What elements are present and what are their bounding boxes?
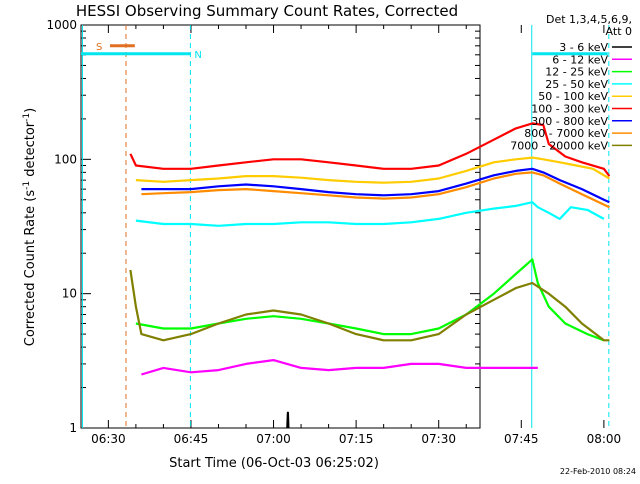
y-axis: 1 10 100 1000: [46, 18, 480, 435]
series-line: [286, 411, 290, 429]
y-tick-label: 1: [69, 421, 77, 435]
series-line: [141, 359, 538, 376]
legend-label: 25 - 50 keV: [545, 78, 608, 91]
y-axis-label-sup1: -1: [22, 181, 32, 190]
legend-label: 7000 - 20000 keV: [510, 139, 608, 152]
footer-timestamp: 22-Feb-2010 08:24: [560, 467, 636, 476]
y-axis-label-mid: detector: [23, 121, 38, 181]
y-tick-label: 100: [54, 152, 77, 166]
plot-border: [80, 24, 481, 429]
legend-label: 6 - 12 keV: [552, 53, 608, 66]
annotations: SN: [81, 25, 610, 428]
series-line: [135, 258, 605, 342]
s-mode-label: S: [96, 42, 102, 53]
series-line: [141, 171, 610, 209]
n-mode-label: N: [194, 50, 201, 61]
y-tick-label: 10: [62, 287, 77, 301]
x-tick-label: 06:30: [91, 432, 126, 446]
x-tick-label: 07:30: [421, 432, 456, 446]
x-axis-label: Start Time (06-Oct-03 06:25:02): [169, 456, 379, 471]
x-tick-label: 07:45: [504, 432, 539, 446]
series-line: [135, 201, 605, 227]
legend-label: 100 - 300 keV: [531, 103, 608, 116]
legend-label: 3 - 6 keV: [559, 41, 608, 54]
x-axis: 06:30 06:45 07:00 07:15 07:30 07:45 08:00: [91, 25, 621, 446]
x-tick-label: 08:00: [587, 432, 622, 446]
series-line: [129, 269, 610, 342]
y-axis-label: Corrected Count Rate (s-1 detector-1): [22, 108, 38, 346]
y-axis-label-sup2: -1: [22, 113, 32, 122]
series-line: [135, 156, 610, 184]
chart-title: HESSI Observing Summary Count Rates, Cor…: [76, 2, 458, 20]
x-tick-label: 07:00: [256, 432, 291, 446]
y-axis-label-end: ): [23, 108, 38, 113]
legend-label: 12 - 25 keV: [545, 66, 608, 79]
legend-header-line2: Att 0: [606, 25, 632, 38]
x-tick-label: 06:45: [174, 432, 209, 446]
legend-label: 300 - 800 keV: [531, 115, 608, 128]
y-axis-label-main: Corrected Count Rate (s: [23, 190, 38, 347]
plot-frame: [80, 24, 481, 429]
legend-header-line1: Det 1,3,4,5,6,9,: [546, 13, 632, 26]
x-tick-label: 07:15: [339, 432, 374, 446]
legend-label: 50 - 100 keV: [538, 90, 608, 103]
series-line: [141, 167, 610, 204]
legend-label: 800 - 7000 keV: [524, 127, 608, 140]
series-layer: [129, 122, 611, 429]
series-line: [129, 122, 611, 177]
y-tick-label: 1000: [46, 18, 77, 32]
